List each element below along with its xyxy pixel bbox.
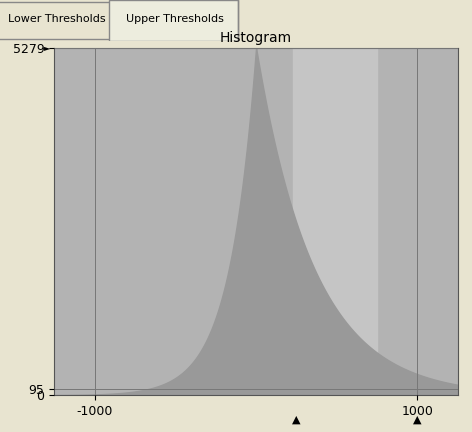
Text: Lower Thresholds: Lower Thresholds	[8, 14, 105, 24]
Text: Upper Thresholds: Upper Thresholds	[126, 14, 224, 24]
Bar	[293, 48, 377, 395]
FancyBboxPatch shape	[0, 3, 116, 39]
Title: Histogram: Histogram	[220, 31, 292, 45]
FancyBboxPatch shape	[109, 0, 238, 41]
Text: ▲: ▲	[413, 415, 422, 425]
Text: ►: ►	[44, 43, 50, 52]
Text: ▲: ▲	[292, 415, 301, 425]
